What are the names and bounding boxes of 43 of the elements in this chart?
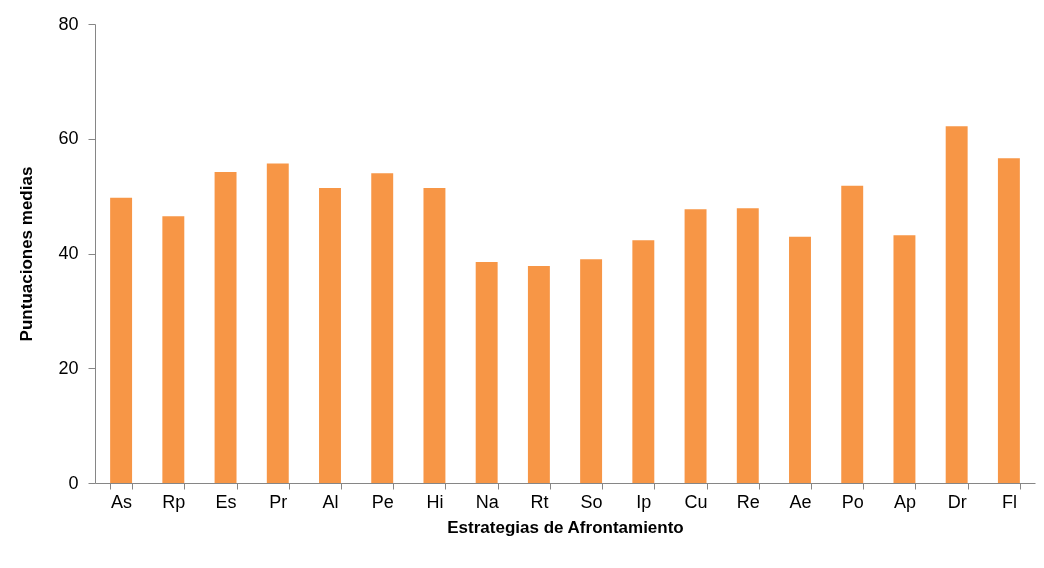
x-tick-label: Ip — [636, 491, 652, 512]
bar — [214, 172, 237, 483]
x-tick-label: Pe — [371, 491, 394, 512]
x-tick-label: Rt — [530, 491, 549, 512]
bar — [266, 163, 289, 483]
y-tick-label: 80 — [58, 13, 79, 34]
x-tick-label: Re — [736, 491, 760, 512]
x-tick-label: Al — [322, 491, 339, 512]
x-tick-label: Po — [841, 491, 864, 512]
bar — [684, 209, 707, 483]
x-axis-title: Estrategias de Afrontamiento — [447, 517, 684, 537]
bar — [841, 185, 864, 483]
x-tick-label: Na — [475, 491, 500, 512]
bar — [162, 216, 185, 483]
bar — [371, 173, 394, 483]
bar — [475, 262, 498, 483]
bar — [997, 158, 1020, 483]
bar — [319, 188, 341, 483]
y-tick-label: 40 — [58, 243, 79, 263]
bar — [110, 197, 133, 483]
y-tick-label: 20 — [58, 357, 79, 378]
x-tick-label: Hi — [426, 491, 444, 512]
bar — [580, 259, 603, 483]
x-tick-label: As — [111, 491, 133, 512]
bar — [423, 188, 446, 483]
bar — [527, 266, 550, 483]
x-tick-label: Ap — [893, 491, 916, 512]
x-tick-label: So — [580, 491, 603, 512]
bar — [893, 235, 916, 483]
x-tick-label: Fl — [1001, 491, 1017, 512]
x-tick-label: Dr — [947, 491, 967, 512]
y-tick-label: 60 — [58, 128, 79, 149]
x-tick-label: Cu — [684, 491, 708, 512]
bar — [736, 208, 759, 483]
x-tick-label: Rp — [162, 491, 186, 512]
bar — [945, 126, 968, 483]
bar — [632, 240, 655, 483]
x-tick-label: Ae — [789, 491, 812, 512]
y-axis-title: Puntuaciones medias — [17, 166, 37, 342]
x-tick-label: Pr — [269, 491, 288, 512]
bar — [789, 236, 811, 483]
x-tick-label: Es — [215, 491, 237, 512]
y-tick-label: 0 — [68, 472, 79, 493]
